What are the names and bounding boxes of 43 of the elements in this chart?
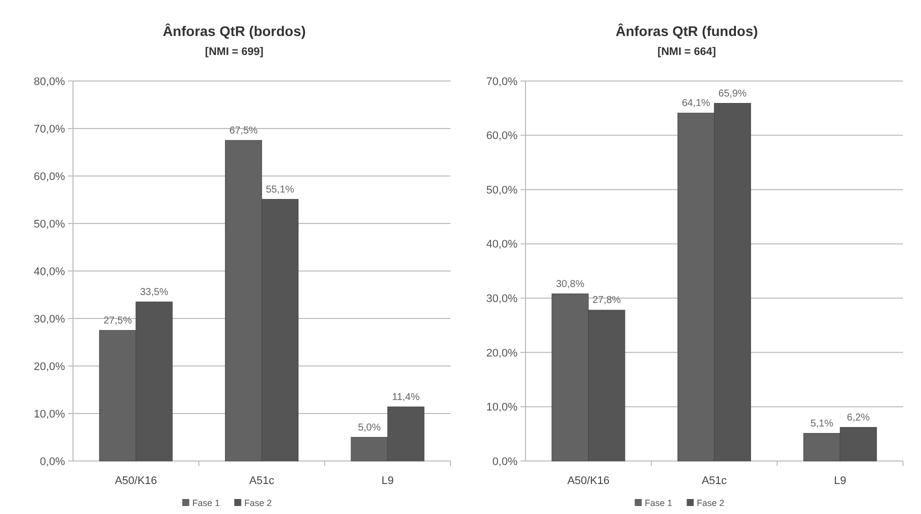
y-tick-label: 10,0%	[34, 408, 66, 420]
x-tick-label: L9	[381, 475, 394, 487]
y-tick-label: 30,0%	[34, 313, 66, 326]
chart-subtitle: [NMI = 699]	[205, 46, 264, 58]
y-tick-label: 40,0%	[34, 266, 66, 278]
x-tick-label: A50/K16	[114, 475, 158, 487]
data-label: 67,5%	[229, 125, 258, 136]
x-tick-label: L9	[834, 475, 846, 487]
y-tick-label: 60,0%	[34, 170, 66, 183]
legend-label: Fase 1	[192, 498, 220, 508]
y-tick-label: 60,0%	[486, 130, 518, 142]
y-tick-label: 10,0%	[486, 402, 518, 414]
y-tick-label: 80,0%	[34, 76, 66, 88]
y-tick-label: 20,0%	[34, 360, 66, 373]
y-tick-label: 30,0%	[486, 292, 518, 305]
y-tick-label: 50,0%	[34, 218, 66, 230]
data-label: 27,5%	[103, 315, 132, 326]
data-label: 55,1%	[266, 184, 294, 196]
y-tick-label: 20,0%	[486, 347, 518, 360]
data-label: 27,8%	[592, 295, 621, 306]
y-tick-label: 0,0%	[492, 456, 518, 468]
chart-title: Ânforas QtR (bordos)	[162, 23, 306, 39]
data-label: 33,5%	[140, 286, 168, 298]
y-tick-label: 50,0%	[486, 184, 518, 196]
data-label: 5,1%	[810, 418, 834, 430]
x-tick-label: A50/K16	[567, 475, 610, 487]
y-tick-label: 0,0%	[40, 456, 66, 468]
x-tick-label: A51c	[249, 475, 275, 487]
y-tick-label: 40,0%	[486, 238, 518, 251]
chart-title: Ânforas QtR (fundos)	[616, 23, 758, 39]
legend-label: Fase 2	[696, 498, 724, 508]
data-label: 65,9%	[718, 88, 747, 100]
legend-label: Fase 2	[244, 498, 272, 508]
data-label: 6,2%	[846, 412, 870, 424]
y-tick-label: 70,0%	[486, 76, 518, 88]
data-label: 30,8%	[556, 278, 584, 290]
data-label: 64,1%	[682, 98, 710, 110]
x-tick-label: A51c	[702, 475, 728, 487]
chart-subtitle: [NMI = 664]	[658, 46, 716, 58]
data-label: 5,0%	[358, 422, 381, 434]
data-label: 11,4%	[392, 392, 420, 403]
legend-label: Fase 1	[644, 498, 672, 508]
y-tick-label: 70,0%	[34, 123, 66, 136]
